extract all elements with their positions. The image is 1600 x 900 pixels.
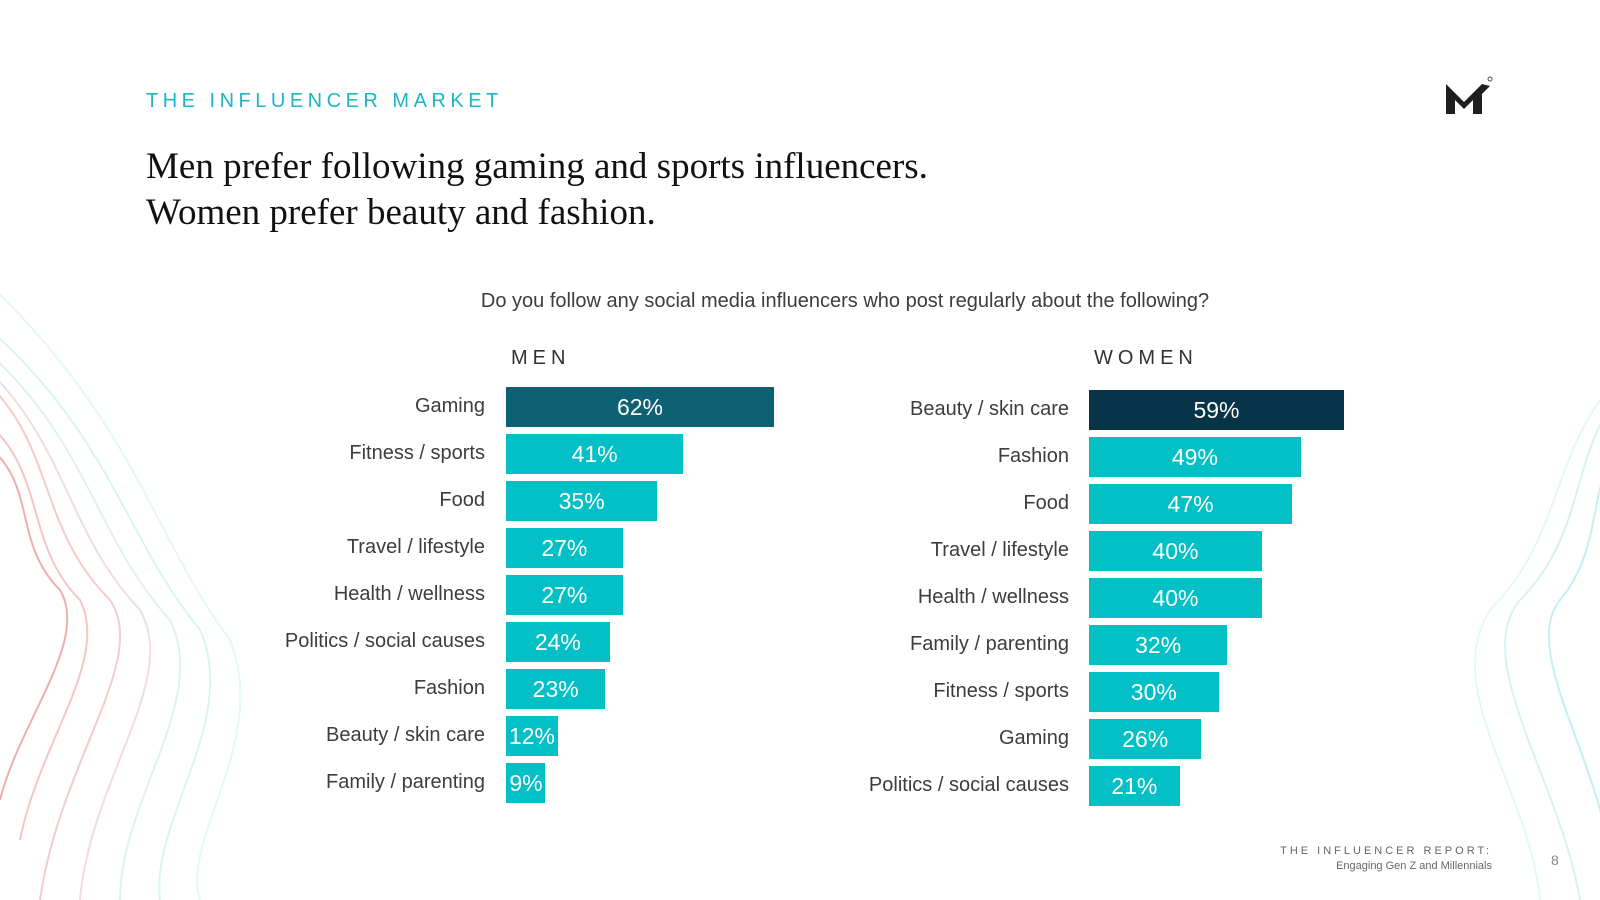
page-number: 8: [1551, 852, 1559, 868]
bar-value-label: 40%: [1152, 538, 1199, 564]
bar: [506, 434, 684, 474]
bar: [1089, 437, 1301, 477]
bar-value-label: 12%: [508, 723, 555, 749]
category-label: Fitness / sports: [349, 442, 485, 464]
bar-value-label: 62%: [616, 394, 664, 420]
bar-value-label: 24%: [534, 629, 581, 655]
bar-value-label: 26%: [1122, 726, 1169, 752]
brand-logo-icon: [1446, 76, 1493, 114]
category-label: Beauty / skin care: [910, 398, 1069, 420]
bar: [1089, 531, 1262, 571]
men-panel-title: MEN: [511, 347, 571, 369]
women-panel-title: WOMEN: [1094, 347, 1198, 369]
bar: [506, 716, 558, 756]
category-label: Travel / lifestyle: [930, 539, 1069, 561]
bar: [506, 481, 658, 521]
bar-value-label: 27%: [541, 582, 588, 608]
category-label: Gaming: [998, 727, 1069, 749]
category-label: Fashion: [997, 445, 1069, 467]
bar-value-label: 41%: [571, 441, 618, 467]
bar: [1089, 484, 1293, 524]
bar-value-label: 35%: [558, 488, 605, 514]
bar: [1089, 390, 1344, 430]
category-label: Health / wellness: [917, 586, 1069, 608]
bar: [506, 528, 623, 568]
bar: [506, 763, 545, 803]
category-label: Beauty / skin care: [326, 724, 485, 746]
category-label: Politics / social causes: [868, 774, 1069, 796]
bar-value-label: 27%: [541, 535, 588, 561]
report-title: THE INFLUENCER REPORT:: [1280, 845, 1492, 857]
survey-question: Do you follow any social media influence…: [480, 290, 1210, 312]
bar-value-label: 40%: [1152, 585, 1199, 611]
bar-value-label: 49%: [1171, 444, 1218, 470]
page-title: Men prefer following gaming and sports i…: [146, 144, 928, 236]
category-label: Fashion: [413, 677, 485, 699]
category-label: Food: [439, 489, 485, 511]
category-label: Fitness / sports: [933, 680, 1069, 702]
report-footer: THE INFLUENCER REPORT: Engaging Gen Z an…: [1280, 845, 1492, 872]
category-label: Politics / social causes: [284, 630, 485, 652]
category-label: Health / wellness: [333, 583, 485, 605]
title-line-2: Women prefer beauty and fashion.: [146, 192, 656, 233]
category-label: Travel / lifestyle: [346, 536, 485, 558]
bar-value-label: 59%: [1193, 397, 1240, 423]
bar: [1089, 625, 1228, 665]
bar-value-label: 23%: [532, 676, 579, 702]
report-subtitle: Engaging Gen Z and Millennials: [1336, 860, 1492, 872]
bar: [1089, 672, 1219, 712]
bar-value-label: 47%: [1167, 491, 1214, 517]
bar: [506, 622, 610, 662]
bar-value-label: 30%: [1130, 679, 1177, 705]
bar: [1089, 578, 1262, 618]
bar: [1089, 719, 1202, 759]
bar: [506, 387, 774, 427]
bar-value-label: 32%: [1135, 632, 1182, 658]
bar: [506, 669, 606, 709]
bar: [1089, 766, 1180, 806]
title-line-1: Men prefer following gaming and sports i…: [146, 146, 928, 187]
bar: [506, 575, 623, 615]
category-label: Food: [1023, 492, 1069, 514]
category-label: Gaming: [414, 395, 485, 417]
bar-value-label: 21%: [1111, 773, 1158, 799]
section-eyebrow: THE INFLUENCER MARKET: [146, 90, 503, 112]
bar-value-label: 9%: [509, 770, 543, 796]
category-label: Family / parenting: [910, 633, 1069, 655]
category-label: Family / parenting: [326, 771, 485, 793]
